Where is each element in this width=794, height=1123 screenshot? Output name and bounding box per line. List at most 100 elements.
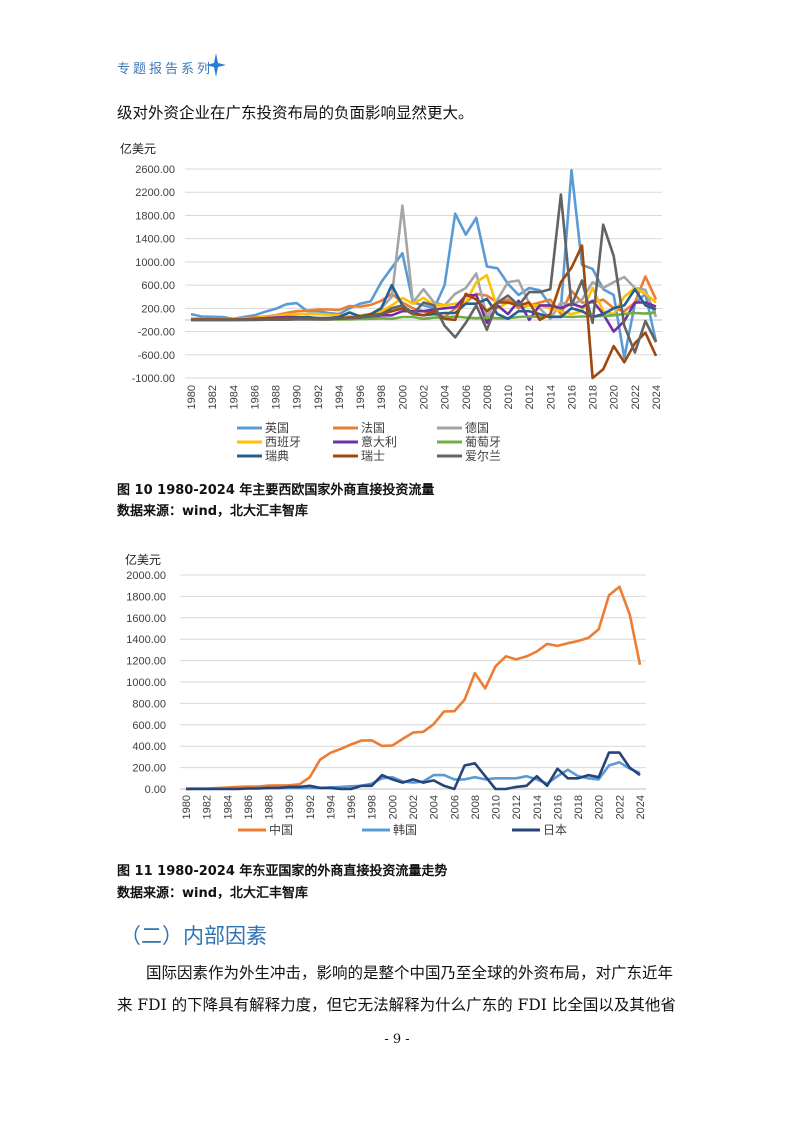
x-tick-label: 2016	[552, 795, 564, 819]
four-point-star-icon	[206, 53, 226, 77]
y-tick-label: 1800.00	[135, 210, 175, 222]
figure10-source: 数据来源：wind，北大汇丰智库	[117, 504, 309, 519]
x-tick-label: 2006	[461, 385, 473, 409]
y-tick-label: -1000.00	[132, 373, 175, 385]
chart-east-asia-fdi: 2000.00 1800.00 1600.00 1400.00 1200.00 1000.…	[126, 570, 647, 837]
chart-western-europe-fdi: 2600.00 2200.00 1800.00 1400.00 1000.00 600.0…	[132, 164, 663, 463]
x-tick-label: 2010	[491, 795, 503, 819]
y-tick-label: 1400.00	[135, 234, 175, 246]
y-tick-label: 0.00	[145, 784, 166, 796]
legend-label: 瑞典	[265, 449, 289, 463]
paragraph-line-1: 国际因素作为外生冲击，影响的是整个中国乃至全球的外资布局，对广东近年	[146, 964, 674, 982]
x-tick-label: 2014	[545, 385, 557, 409]
legend-label: 西班牙	[265, 435, 301, 449]
x-tick-label: 1998	[367, 795, 379, 819]
y-tick-label: 2600.00	[135, 164, 175, 176]
series-line-4	[191, 273, 657, 321]
legend-label: 瑞士	[361, 449, 385, 463]
legend-label: 葡萄牙	[465, 435, 501, 449]
x-tick-label: 1980	[186, 385, 198, 409]
paragraph-line-2: 来 FDI 的下降具有解释力度，但它无法解释为什么广东的 FDI 比全国以及其他…	[117, 996, 676, 1014]
x-tick-label: 2002	[419, 385, 431, 409]
x-tick-label: 2020	[609, 385, 621, 409]
legend-label: 日本	[543, 823, 567, 837]
y-tick-label: 2000.00	[126, 570, 166, 582]
legend-label: 法国	[361, 421, 385, 435]
x-tick-label: 2000	[387, 795, 399, 819]
series-line-1	[190, 168, 658, 359]
x-tick-label: 1982	[207, 385, 219, 409]
x-tick-label: 1994	[334, 385, 346, 409]
x-tick-label: 2024	[635, 795, 647, 819]
chart1-unit-label: 亿美元	[120, 142, 157, 156]
series-line-1	[185, 585, 642, 791]
x-tick-label: 2014	[532, 795, 544, 819]
x-tick-label: 1990	[292, 385, 304, 409]
y-tick-label: -600.00	[138, 350, 175, 362]
x-tick-label: 2024	[651, 385, 663, 409]
x-tick-label: 1996	[346, 795, 358, 819]
y-tick-label: 1600.00	[126, 613, 166, 625]
figure11-source: 数据来源：wind，北大汇丰智库	[117, 886, 309, 901]
series-line-2	[186, 761, 641, 790]
section-heading: （二）内部因素	[120, 924, 267, 948]
x-tick-label: 2008	[470, 795, 482, 819]
series-line-3	[186, 751, 641, 791]
y-tick-label: 200.00	[132, 763, 166, 775]
y-tick-label: -200.00	[138, 327, 175, 339]
chart2-unit-label: 亿美元	[125, 553, 162, 567]
legend-label: 韩国	[393, 822, 417, 837]
x-tick-label: 1998	[376, 385, 388, 409]
x-tick-label: 2004	[429, 795, 441, 819]
figure10-caption: 图 10 1980-2024 年主要西欧国家外商直接投资流量	[117, 483, 435, 498]
y-tick-label: 600.00	[141, 280, 175, 292]
x-tick-label: 1984	[222, 795, 234, 819]
legend-label: 英国	[265, 421, 289, 435]
y-tick-label: 1000.00	[135, 257, 175, 269]
x-tick-label: 2020	[594, 795, 606, 819]
x-tick-label: 2004	[440, 385, 452, 409]
legend-label: 中国	[269, 822, 293, 837]
x-tick-label: 1990	[284, 795, 296, 819]
intro-text-line: 级对外资企业在广东投资布局的负面影响显然更大。	[117, 104, 474, 122]
x-tick-label: 1988	[271, 385, 283, 409]
x-tick-label: 2012	[511, 795, 523, 819]
legend-label: 意大利	[361, 434, 397, 449]
x-tick-label: 1986	[249, 385, 261, 409]
x-tick-label: 2022	[614, 795, 626, 819]
x-tick-label: 2018	[588, 385, 600, 409]
x-tick-label: 2022	[630, 385, 642, 409]
report-series-label: 专题报告系列	[117, 62, 214, 77]
y-tick-label: 2200.00	[135, 187, 175, 199]
y-tick-label: 800.00	[132, 698, 166, 710]
y-tick-label: 1200.00	[126, 656, 166, 668]
x-tick-label: 2010	[503, 385, 515, 409]
x-tick-label: 2008	[482, 385, 494, 409]
x-tick-label: 2012	[524, 385, 536, 409]
x-tick-label: 1992	[305, 795, 317, 819]
x-tick-label: 1980	[181, 795, 193, 819]
x-tick-label: 2018	[573, 795, 585, 819]
x-tick-label: 1984	[228, 385, 240, 409]
y-tick-label: 1400.00	[126, 634, 166, 646]
x-tick-label: 1986	[243, 795, 255, 819]
x-tick-label: 1996	[355, 385, 367, 409]
y-tick-label: 200.00	[141, 303, 175, 315]
x-tick-label: 1982	[202, 795, 214, 819]
legend-label: 德国	[465, 420, 489, 435]
y-tick-label: 1000.00	[126, 677, 166, 689]
figure11-caption: 图 11 1980-2024 年东亚国家的外商直接投资流量走势	[117, 864, 448, 879]
x-tick-label: 2002	[408, 795, 420, 819]
x-tick-label: 1988	[264, 795, 276, 819]
x-tick-label: 1994	[325, 795, 337, 819]
x-tick-label: 2006	[449, 795, 461, 819]
y-tick-label: 600.00	[132, 720, 166, 732]
page-number: - 9 -	[384, 1032, 410, 1047]
series-line-9	[191, 193, 658, 354]
x-tick-label: 2000	[397, 385, 409, 409]
legend-label: 爱尔兰	[465, 448, 501, 463]
y-tick-label: 400.00	[132, 741, 166, 753]
x-tick-label: 2016	[566, 385, 578, 409]
y-tick-label: 1800.00	[126, 591, 166, 603]
x-tick-label: 1992	[313, 385, 325, 409]
